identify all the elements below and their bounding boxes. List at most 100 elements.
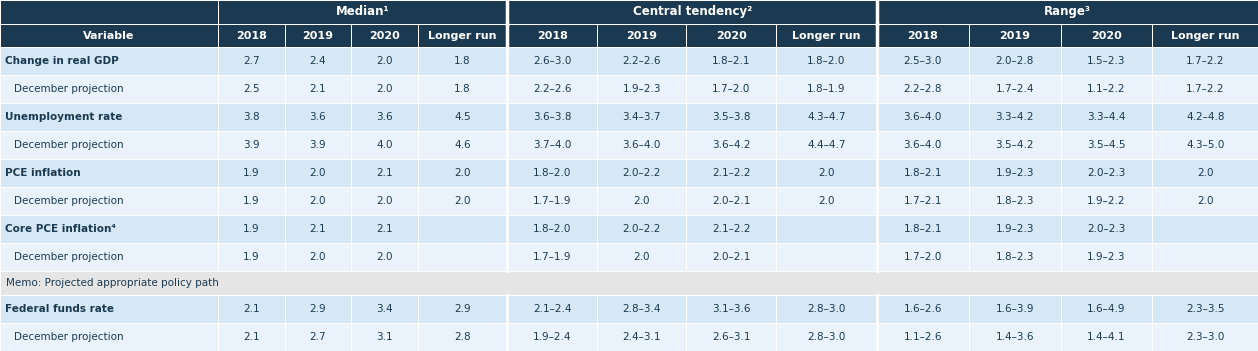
Text: 2.0: 2.0: [1196, 168, 1214, 178]
Bar: [507, 243, 596, 271]
Text: 1.4–3.6: 1.4–3.6: [995, 332, 1034, 342]
Bar: [877, 295, 969, 323]
Text: 2019: 2019: [999, 31, 1030, 40]
Bar: [351, 159, 418, 187]
Bar: [284, 75, 351, 103]
Text: 2.0: 2.0: [376, 252, 392, 262]
Bar: [418, 215, 507, 243]
Text: 2.0: 2.0: [376, 196, 392, 206]
Text: 2.0: 2.0: [376, 57, 392, 66]
Text: December projection: December projection: [14, 140, 123, 150]
Bar: [0, 103, 218, 131]
Bar: [0, 323, 218, 351]
Text: 2.0–2.8: 2.0–2.8: [995, 57, 1034, 66]
Bar: [687, 159, 776, 187]
Text: 2.0–2.1: 2.0–2.1: [712, 252, 750, 262]
Text: 2.1: 2.1: [376, 168, 392, 178]
Bar: [507, 295, 596, 323]
Text: 2.0: 2.0: [818, 168, 834, 178]
Bar: [418, 187, 507, 215]
Bar: [687, 24, 776, 47]
Bar: [1152, 295, 1258, 323]
Bar: [284, 243, 351, 271]
Bar: [507, 159, 596, 187]
Bar: [284, 215, 351, 243]
Text: 1.8–2.0: 1.8–2.0: [533, 224, 571, 234]
Bar: [0, 187, 218, 215]
Bar: [687, 243, 776, 271]
Bar: [218, 131, 284, 159]
Text: 4.0: 4.0: [376, 140, 392, 150]
Bar: [1152, 215, 1258, 243]
Bar: [687, 187, 776, 215]
Bar: [418, 159, 507, 187]
Text: 2.8–3.4: 2.8–3.4: [623, 304, 660, 314]
Text: 2.8–3.0: 2.8–3.0: [808, 332, 845, 342]
Bar: [596, 295, 687, 323]
Text: 2.7: 2.7: [309, 332, 326, 342]
Bar: [284, 103, 351, 131]
Bar: [877, 103, 969, 131]
Bar: [507, 215, 596, 243]
Text: 1.6–4.9: 1.6–4.9: [1087, 304, 1126, 314]
Text: 3.8: 3.8: [243, 112, 259, 122]
Bar: [507, 47, 596, 75]
Text: 3.6–4.0: 3.6–4.0: [903, 140, 942, 150]
Text: 3.9: 3.9: [309, 140, 326, 150]
Bar: [596, 187, 687, 215]
Bar: [687, 323, 776, 351]
Text: 1.9–2.2: 1.9–2.2: [1087, 196, 1126, 206]
Bar: [0, 47, 218, 75]
Text: 1.9–2.3: 1.9–2.3: [995, 224, 1034, 234]
Text: 3.4–3.7: 3.4–3.7: [623, 112, 660, 122]
Bar: [351, 295, 418, 323]
Bar: [284, 131, 351, 159]
Text: 2.2–2.8: 2.2–2.8: [903, 84, 942, 94]
Bar: [284, 159, 351, 187]
Text: 2.9: 2.9: [309, 304, 326, 314]
Text: 3.6: 3.6: [309, 112, 326, 122]
Bar: [877, 24, 969, 47]
Bar: [969, 159, 1060, 187]
Text: 2.1: 2.1: [243, 304, 259, 314]
Text: 2.0–2.3: 2.0–2.3: [1087, 224, 1126, 234]
Bar: [507, 24, 596, 47]
Text: 2.1: 2.1: [243, 332, 259, 342]
Text: 1.7–2.2: 1.7–2.2: [1186, 84, 1224, 94]
Text: 2.8–3.0: 2.8–3.0: [808, 304, 845, 314]
Bar: [687, 75, 776, 103]
Text: Median¹: Median¹: [336, 5, 390, 18]
Bar: [687, 215, 776, 243]
Bar: [218, 75, 284, 103]
Bar: [218, 295, 284, 323]
Text: 2.1–2.4: 2.1–2.4: [533, 304, 571, 314]
Text: Longer run: Longer run: [793, 31, 860, 40]
Text: Central tendency²: Central tendency²: [633, 5, 752, 18]
Bar: [687, 47, 776, 75]
Bar: [969, 103, 1060, 131]
Text: 1.8–2.1: 1.8–2.1: [712, 57, 751, 66]
Text: 2.9: 2.9: [454, 304, 470, 314]
Text: Core PCE inflation⁴: Core PCE inflation⁴: [5, 224, 116, 234]
Bar: [969, 75, 1060, 103]
Bar: [1060, 103, 1152, 131]
Bar: [0, 131, 218, 159]
Text: Variable: Variable: [83, 31, 135, 40]
Bar: [0, 271, 1258, 295]
Text: 1.6–2.6: 1.6–2.6: [903, 304, 942, 314]
Text: 3.7–4.0: 3.7–4.0: [533, 140, 571, 150]
Bar: [284, 24, 351, 47]
Text: 2018: 2018: [237, 31, 267, 40]
Text: 4.3–4.7: 4.3–4.7: [808, 112, 845, 122]
Bar: [877, 75, 969, 103]
Bar: [284, 187, 351, 215]
Text: 2.0: 2.0: [309, 252, 326, 262]
Bar: [1152, 103, 1258, 131]
Bar: [507, 75, 596, 103]
Text: 1.8–2.3: 1.8–2.3: [995, 196, 1034, 206]
Text: 3.6–4.0: 3.6–4.0: [903, 112, 942, 122]
Bar: [776, 215, 877, 243]
Text: 2.1: 2.1: [309, 84, 326, 94]
Bar: [507, 187, 596, 215]
Bar: [877, 0, 1258, 24]
